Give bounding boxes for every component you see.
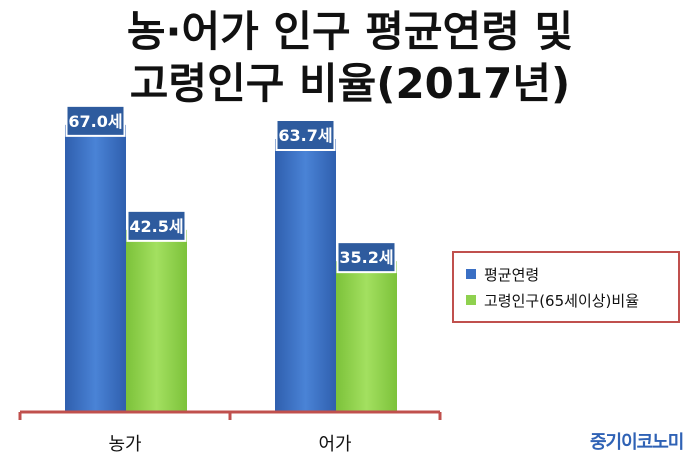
x-tick-label: 어가 [318, 434, 351, 455]
x-tick-label: 농가 [108, 434, 141, 455]
data-label-box [65, 104, 126, 137]
data-label: 63.7세 [278, 126, 332, 145]
bar-average-age-2 [275, 139, 336, 412]
legend-item-average-age: 평균연령 [466, 261, 678, 287]
data-label-box [275, 119, 336, 151]
legend-swatch-green [466, 295, 476, 305]
bar-elderly-ratio-1 [126, 229, 187, 412]
data-label-box [126, 209, 187, 242]
data-label: 35.2세 [339, 248, 393, 267]
chart-title-line1: 농·어가 인구 평균연령 및 [126, 7, 574, 56]
bar-elderly-ratio-2 [336, 261, 397, 412]
chart-title-line2: 고령인구 비율(2017년) [129, 59, 571, 108]
chart-legend: 평균연령 고령인구(65세이상)비율 [452, 251, 680, 323]
data-label: 67.0세 [68, 112, 122, 131]
bar-average-age-1 [65, 124, 126, 412]
data-label: 42.5세 [129, 217, 183, 236]
brand-logo-text: 중기이코노미 [590, 432, 684, 453]
legend-label-elderly-ratio: 고령인구(65세이상)비율 [484, 291, 639, 310]
legend-item-elderly-ratio: 고령인구(65세이상)비율 [466, 287, 678, 313]
legend-label-average-age: 평균연령 [484, 265, 540, 284]
legend-swatch-blue [466, 269, 476, 279]
chart-title: 농·어가 인구 평균연령 및 고령인구 비율(2017년) [0, 6, 700, 110]
data-label-box [336, 241, 397, 274]
